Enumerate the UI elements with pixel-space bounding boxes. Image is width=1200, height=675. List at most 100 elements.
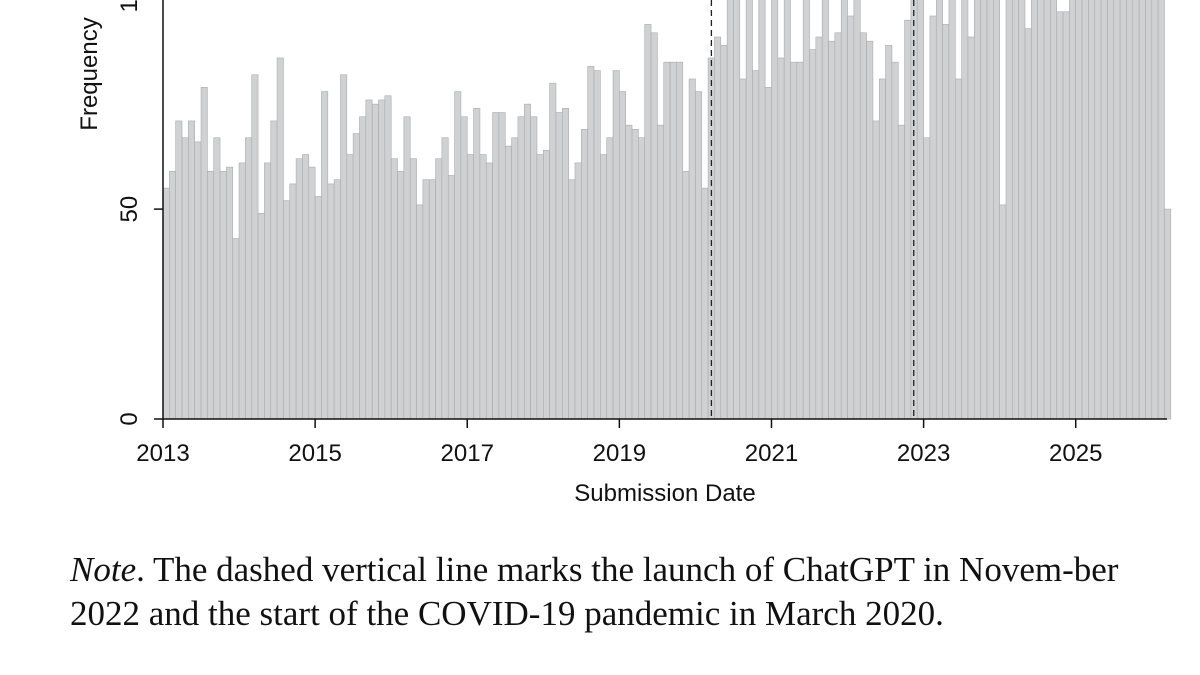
histogram-bar: [796, 61, 804, 420]
histogram-bar: [828, 40, 836, 420]
x-tick-label: 2013: [136, 440, 189, 467]
histogram-bar: [1043, 0, 1051, 420]
x-tick-label: 2021: [745, 440, 798, 467]
histogram-bar: [454, 91, 462, 420]
histogram-bar: [821, 0, 829, 420]
histogram-bar: [657, 124, 665, 420]
histogram-bar: [511, 137, 519, 420]
histogram-bar: [200, 87, 208, 420]
histogram-bar: [555, 112, 563, 420]
histogram-bar: [771, 0, 779, 420]
histogram-bar: [872, 120, 880, 420]
histogram-bar: [802, 0, 810, 420]
histogram-bar: [492, 112, 500, 420]
histogram-bar: [340, 74, 348, 420]
x-tick-label: 2023: [897, 440, 950, 467]
histogram-bar: [207, 171, 215, 420]
histogram-bar: [790, 61, 798, 420]
histogram-bar: [226, 166, 234, 420]
histogram-bar: [688, 78, 696, 420]
histogram-bar: [498, 112, 506, 420]
histogram-bar: [371, 103, 379, 420]
histogram-bar: [904, 19, 912, 420]
histogram-bar: [600, 154, 607, 420]
histogram-bar: [783, 0, 791, 420]
histogram-bar: [333, 179, 341, 420]
histogram-bar: [714, 36, 722, 420]
histogram-bar: [466, 154, 474, 420]
histogram-bar: [676, 61, 684, 420]
histogram-bar: [1056, 11, 1064, 420]
histogram-bar: [1012, 0, 1019, 420]
histogram-bar: [365, 99, 373, 420]
histogram-bar: [644, 24, 652, 420]
histogram-bar: [257, 213, 265, 420]
histogram-bar: [1075, 0, 1083, 420]
histogram-bar: [479, 154, 487, 420]
histogram-bar: [986, 0, 994, 420]
y-ticks: 0 50 10: [116, 0, 163, 426]
bars-group: [162, 0, 1172, 420]
histogram-bar: [619, 91, 626, 420]
x-tick-label: 2025: [1049, 440, 1102, 467]
histogram-bar: [701, 187, 709, 420]
histogram-bar: [562, 108, 569, 420]
x-tick-label: 2015: [288, 440, 341, 467]
histogram-bar: [1145, 0, 1153, 420]
histogram-bar: [923, 137, 931, 420]
histogram-bar: [441, 137, 449, 420]
histogram-bar: [574, 162, 582, 420]
histogram-bar: [1157, 0, 1165, 420]
histogram-bar: [834, 32, 842, 420]
histogram-bar: [1113, 0, 1121, 420]
histogram-bar: [720, 45, 728, 420]
histogram-bar: [352, 133, 360, 420]
histogram-bar: [473, 108, 481, 420]
histogram-bar: [295, 158, 303, 420]
histogram-bar: [238, 162, 246, 420]
frequency-histogram: 0 50 10 2013 2015 2017 2019 2021 2023 2025 Frequ…: [76, 0, 1172, 507]
histogram-bar: [428, 179, 436, 420]
histogram-bar: [568, 179, 576, 420]
histogram-bar: [669, 61, 677, 420]
histogram-bar: [1037, 0, 1045, 420]
histogram-bar: [878, 78, 886, 420]
y-axis-title: Frequency: [76, 17, 103, 130]
histogram-bar: [815, 36, 823, 420]
histogram-bar: [777, 57, 785, 420]
histogram-bar: [606, 137, 614, 420]
histogram-bar: [384, 95, 392, 420]
histogram-bar: [447, 175, 455, 420]
y-tick-label: 50: [116, 196, 143, 223]
histogram-bar: [1069, 0, 1077, 420]
histogram-bar: [549, 82, 557, 420]
histogram-bar: [840, 0, 848, 420]
histogram-bar: [942, 24, 950, 420]
histogram-bar: [929, 15, 937, 420]
histogram-bar: [1132, 0, 1140, 420]
histogram-bar: [1050, 0, 1058, 420]
histogram-bar: [752, 70, 760, 420]
histogram-bar: [188, 120, 195, 420]
histogram-bar: [891, 61, 899, 420]
histogram-bar: [682, 171, 690, 420]
histogram-bar: [764, 87, 772, 420]
histogram-bar: [809, 49, 817, 420]
histogram-bar: [663, 61, 671, 420]
x-tick-label: 2019: [593, 440, 646, 467]
histogram-bar: [625, 124, 633, 420]
histogram-bar: [390, 158, 398, 420]
histogram-bar: [1164, 208, 1172, 420]
histogram-bar: [745, 0, 753, 420]
histogram-bar: [980, 0, 988, 420]
histogram-bar: [321, 91, 329, 420]
histogram-bar: [289, 183, 297, 420]
histogram-bar: [485, 162, 493, 420]
histogram-bar: [1107, 0, 1115, 420]
histogram-bar: [308, 166, 316, 420]
figure-note: Note. The dashed vertical line marks the…: [70, 548, 1180, 636]
histogram-bar: [1100, 0, 1108, 420]
histogram-bar: [1138, 0, 1146, 420]
histogram-bar: [859, 32, 867, 420]
histogram-bar: [213, 137, 221, 420]
